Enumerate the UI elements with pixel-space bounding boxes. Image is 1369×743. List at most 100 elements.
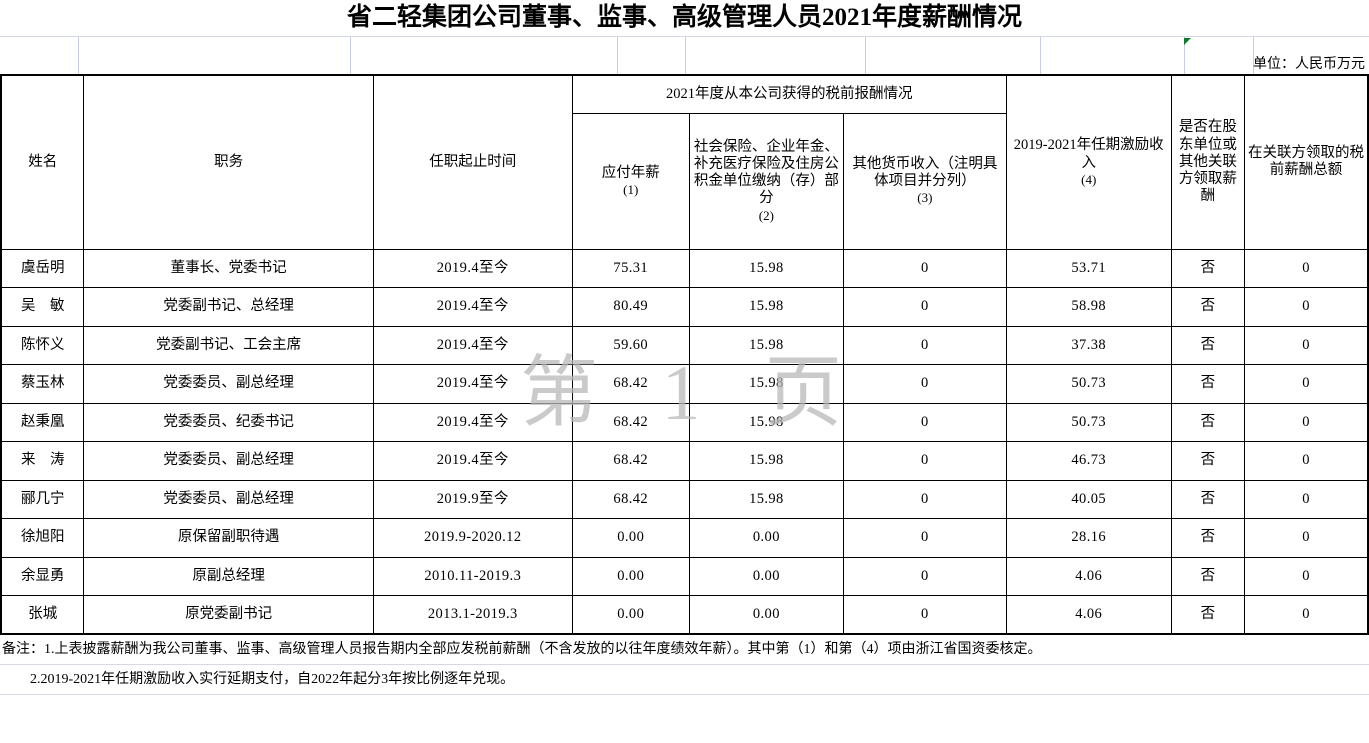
cell-insurance: 15.98 bbox=[688, 479, 845, 519]
column-header-related-party-total: 在关联方领取的税前薪酬总额 bbox=[1244, 74, 1369, 250]
cell-tenure: 2013.1-2019.3 bbox=[372, 595, 573, 635]
cell-tenure: 2010.11-2019.3 bbox=[372, 556, 573, 596]
cell-insurance: 0.00 bbox=[688, 556, 845, 596]
page-title: 省二轻集团公司董事、监事、高级管理人员2021年度薪酬情况 bbox=[346, 4, 1022, 31]
cell-related-party-total: 0 bbox=[1244, 479, 1369, 519]
cell-annual-salary: 68.42 bbox=[571, 479, 690, 519]
cell-name: 虞岳明 bbox=[0, 248, 85, 288]
cell-position: 党委委员、副总经理 bbox=[83, 479, 374, 519]
unit-strip: 单位：人民币万元 bbox=[0, 36, 1369, 74]
cell-name: 余显勇 bbox=[0, 556, 85, 596]
cell-shareholder-pay: 否 bbox=[1170, 325, 1246, 365]
cell-other-income: 0 bbox=[843, 441, 1007, 481]
cell-related-party-total: 0 bbox=[1244, 248, 1369, 288]
cell-incentive: 4.06 bbox=[1005, 556, 1172, 596]
cell-insurance: 15.98 bbox=[688, 402, 845, 442]
cell-other-income: 0 bbox=[843, 479, 1007, 519]
cell-insurance: 0.00 bbox=[688, 518, 845, 558]
cell-related-party-total: 0 bbox=[1244, 364, 1369, 404]
grid-line bbox=[1253, 37, 1254, 74]
table-row: 张城 原党委副书记 2013.1-2019.3 0.00 0.00 0 4.06… bbox=[0, 595, 1369, 635]
column-header-position: 职务 bbox=[83, 74, 374, 250]
cell-annual-salary: 59.60 bbox=[571, 325, 690, 365]
unit-label: 单位：人民币万元 bbox=[1253, 57, 1365, 72]
column-header-shareholder-pay: 是否在股东单位或其他关联方领取薪酬 bbox=[1170, 74, 1246, 250]
cell-position: 党委委员、副总经理 bbox=[83, 441, 374, 481]
cell-annual-salary: 75.31 bbox=[571, 248, 690, 288]
cell-position: 党委委员、副总经理 bbox=[83, 364, 374, 404]
column-header-annual-salary-note: (1) bbox=[623, 181, 639, 197]
cell-incentive: 58.98 bbox=[1005, 287, 1172, 327]
cell-name: 赵秉凰 bbox=[0, 402, 85, 442]
column-header-other-income: 其他货币收入（注明具体项目并分列） (3) bbox=[843, 112, 1007, 250]
grid-line bbox=[350, 37, 351, 74]
cell-comment-flag-icon bbox=[1184, 38, 1191, 45]
table-row: 郦几宁 党委委员、副总经理 2019.9至今 68.42 15.98 0 40.… bbox=[0, 479, 1369, 519]
table-header-sub-row: 应付年薪 (1) 社会保险、企业年金、补充医疗保险及住房公积金单位缴纳（存）部分… bbox=[1, 112, 1368, 250]
column-header-other-income-note: (3) bbox=[917, 190, 933, 206]
grid-line bbox=[1040, 37, 1041, 74]
cell-tenure: 2019.4至今 bbox=[372, 364, 573, 404]
cell-incentive: 50.73 bbox=[1005, 402, 1172, 442]
cell-annual-salary: 68.42 bbox=[571, 364, 690, 404]
cell-annual-salary: 80.49 bbox=[571, 287, 690, 327]
cell-shareholder-pay: 否 bbox=[1170, 287, 1246, 327]
cell-other-income: 0 bbox=[843, 325, 1007, 365]
cell-other-income: 0 bbox=[843, 287, 1007, 327]
cell-tenure: 2019.9-2020.12 bbox=[372, 518, 573, 558]
cell-shareholder-pay: 否 bbox=[1170, 402, 1246, 442]
cell-tenure: 2019.4至今 bbox=[372, 402, 573, 442]
column-header-insurance-text: 社会保险、企业年金、补充医疗保险及住房公积金单位缴纳（存）部分 bbox=[693, 139, 839, 207]
cell-related-party-total: 0 bbox=[1244, 518, 1369, 558]
cell-insurance: 0.00 bbox=[688, 595, 845, 635]
column-header-annual-salary: 应付年薪 (1) bbox=[571, 112, 690, 250]
column-header-other-income-text: 其他货币收入（注明具体项目并分列） bbox=[852, 156, 998, 190]
cell-shareholder-pay: 否 bbox=[1170, 595, 1246, 635]
cell-related-party-total: 0 bbox=[1244, 595, 1369, 635]
cell-annual-salary: 68.42 bbox=[571, 402, 690, 442]
grid-line bbox=[1184, 37, 1185, 74]
table-row: 来 涛 党委委员、副总经理 2019.4至今 68.42 15.98 0 46.… bbox=[0, 441, 1369, 481]
cell-shareholder-pay: 否 bbox=[1170, 518, 1246, 558]
cell-annual-salary: 68.42 bbox=[571, 441, 690, 481]
compensation-table: 姓名 职务 任职起止时间 2021年度从本公司获得的税前报酬情况 2019-20… bbox=[0, 74, 1369, 635]
column-header-insurance: 社会保险、企业年金、补充医疗保险及住房公积金单位缴纳（存）部分 (2) bbox=[688, 112, 845, 250]
cell-position: 原党委副书记 bbox=[83, 595, 374, 635]
cell-incentive: 37.38 bbox=[1005, 325, 1172, 365]
column-header-name: 姓名 bbox=[0, 74, 85, 250]
cell-related-party-total: 0 bbox=[1244, 402, 1369, 442]
footnote-2: 2.2019-2021年任期激励收入实行延期支付，自2022年起分3年按比例逐年… bbox=[0, 665, 1369, 695]
cell-incentive: 28.16 bbox=[1005, 518, 1172, 558]
cell-incentive: 53.71 bbox=[1005, 248, 1172, 288]
table-row: 赵秉凰 党委委员、纪委书记 2019.4至今 68.42 15.98 0 50.… bbox=[0, 402, 1369, 442]
table-row: 徐旭阳 原保留副职待遇 2019.9-2020.12 0.00 0.00 0 2… bbox=[0, 518, 1369, 558]
cell-name: 徐旭阳 bbox=[0, 518, 85, 558]
column-header-incentive-note: (4) bbox=[1081, 171, 1097, 187]
cell-tenure: 2019.4至今 bbox=[372, 325, 573, 365]
grid-line bbox=[865, 37, 866, 74]
column-header-group-pretax-compensation: 2021年度从本公司获得的税前报酬情况 bbox=[571, 74, 1007, 114]
cell-name: 陈怀义 bbox=[0, 325, 85, 365]
cell-insurance: 15.98 bbox=[688, 325, 845, 365]
cell-name: 吴 敏 bbox=[0, 287, 85, 327]
cell-position: 党委副书记、总经理 bbox=[83, 287, 374, 327]
cell-incentive: 4.06 bbox=[1005, 595, 1172, 635]
cell-position: 党委副书记、工会主席 bbox=[83, 325, 374, 365]
table-row: 陈怀义 党委副书记、工会主席 2019.4至今 59.60 15.98 0 37… bbox=[0, 325, 1369, 365]
cell-shareholder-pay: 否 bbox=[1170, 441, 1246, 481]
cell-tenure: 2019.4至今 bbox=[372, 248, 573, 288]
cell-other-income: 0 bbox=[843, 518, 1007, 558]
cell-related-party-total: 0 bbox=[1244, 556, 1369, 596]
cell-insurance: 15.98 bbox=[688, 364, 845, 404]
cell-annual-salary: 0.00 bbox=[571, 556, 690, 596]
cell-position: 原保留副职待遇 bbox=[83, 518, 374, 558]
cell-shareholder-pay: 否 bbox=[1170, 364, 1246, 404]
cell-tenure: 2019.9至今 bbox=[372, 479, 573, 519]
cell-related-party-total: 0 bbox=[1244, 287, 1369, 327]
cell-name: 来 涛 bbox=[0, 441, 85, 481]
column-header-incentive: 2019-2021年任期激励收入 (4) bbox=[1005, 74, 1172, 250]
cell-related-party-total: 0 bbox=[1244, 441, 1369, 481]
cell-incentive: 50.73 bbox=[1005, 364, 1172, 404]
grid-line bbox=[685, 37, 686, 74]
footnote-1: 备注：1.上表披露薪酬为我公司董事、监事、高级管理人员报告期内全部应发税前薪酬（… bbox=[0, 635, 1369, 665]
